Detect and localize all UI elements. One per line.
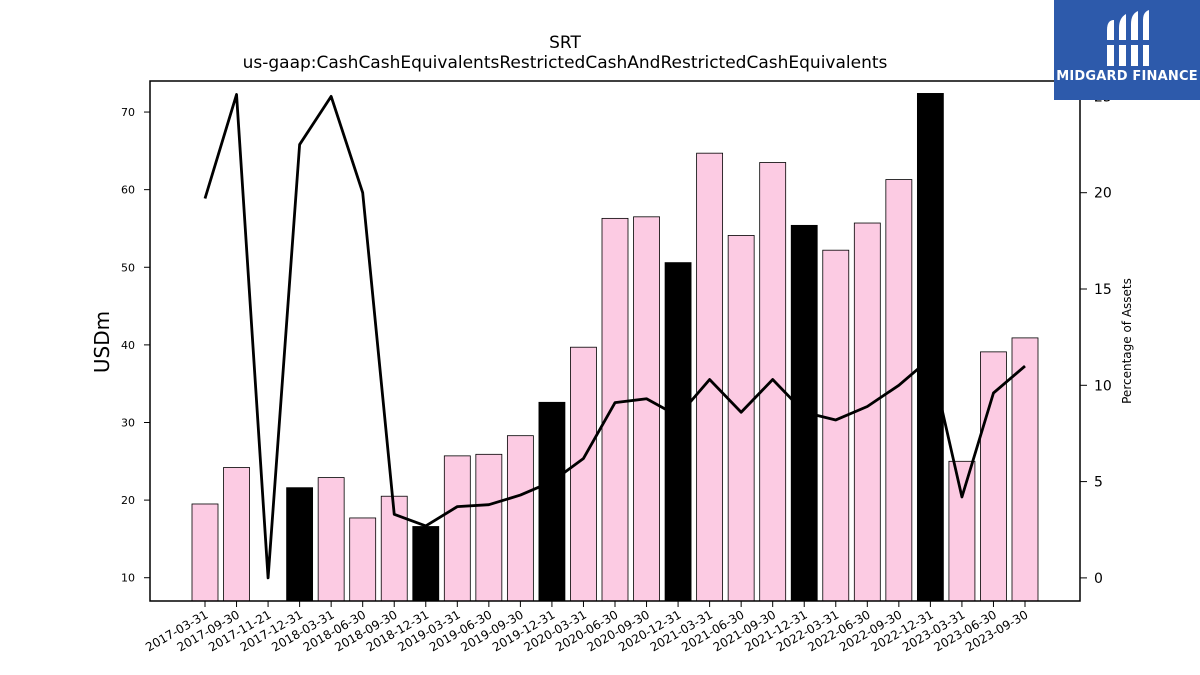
bar-2018-12-31 [412, 526, 440, 602]
bar-2020-06-30 [601, 217, 629, 602]
y2-tick-label: 15 [1094, 282, 1112, 298]
bar-2022-12-31 [916, 93, 944, 602]
bar-2023-03-31 [948, 460, 976, 602]
bar-2017-03-31 [191, 503, 219, 602]
bars-layer [191, 93, 1039, 602]
brand-logo-panel: MIDGARD FINANCE [1054, 0, 1200, 100]
bar-2020-12-31 [664, 262, 692, 602]
bar-2022-06-30 [853, 222, 881, 602]
y-tick-label: 30 [121, 416, 135, 429]
y-tick-label: 50 [121, 261, 135, 274]
bar-2021-06-30 [727, 235, 755, 602]
y2-tick-label: 0 [1094, 571, 1103, 587]
bar-2023-06-30 [980, 351, 1007, 602]
bar-2020-03-31 [570, 346, 597, 602]
bar-2021-03-31 [696, 152, 724, 602]
y-tick-label: 40 [121, 339, 135, 352]
y-tick-label: 10 [121, 572, 135, 585]
brand-name: MIDGARD FINANCE [1056, 69, 1198, 84]
bar-2020-09-30 [633, 216, 660, 602]
chart-title: SRT [549, 33, 581, 53]
y2-tick-label: 10 [1094, 378, 1112, 394]
bar-2023-09-30 [1011, 337, 1039, 602]
line-layer [203, 93, 1026, 580]
y-tick-label: 60 [121, 184, 135, 197]
bar-2017-12-31 [286, 487, 314, 602]
y-tick-label: 20 [121, 494, 135, 507]
percentage-line [203, 93, 1026, 580]
y-tick-label: 70 [121, 106, 135, 119]
bar-2022-03-31 [822, 249, 850, 602]
bar-2019-03-31 [443, 455, 471, 602]
y-axis: 10 20 30 40 50 60 70 [121, 106, 150, 585]
y2-tick-label: 5 [1094, 475, 1103, 491]
bar-2019-12-31 [538, 401, 566, 602]
y2-tick-label: 20 [1094, 186, 1112, 202]
y2-axis: 0510152025 [1080, 89, 1112, 587]
x-axis: 2017-03-312017-09-302017-11-212017-12-31… [143, 601, 1031, 654]
bar-2018-03-31 [317, 477, 345, 602]
bar-2021-09-30 [759, 162, 787, 602]
bar-2019-09-30 [506, 435, 534, 602]
y-axis-label: USDm [90, 311, 114, 373]
midgard-logo-icon [1105, 10, 1151, 66]
bar-2017-09-30 [223, 467, 250, 602]
y2-axis-label: Percentage of Assets [1120, 278, 1134, 404]
bar-2018-06-30 [349, 517, 377, 602]
bar-2019-06-30 [475, 453, 503, 602]
chart-subtitle: us-gaap:CashCashEquivalentsRestrictedCas… [242, 53, 888, 73]
